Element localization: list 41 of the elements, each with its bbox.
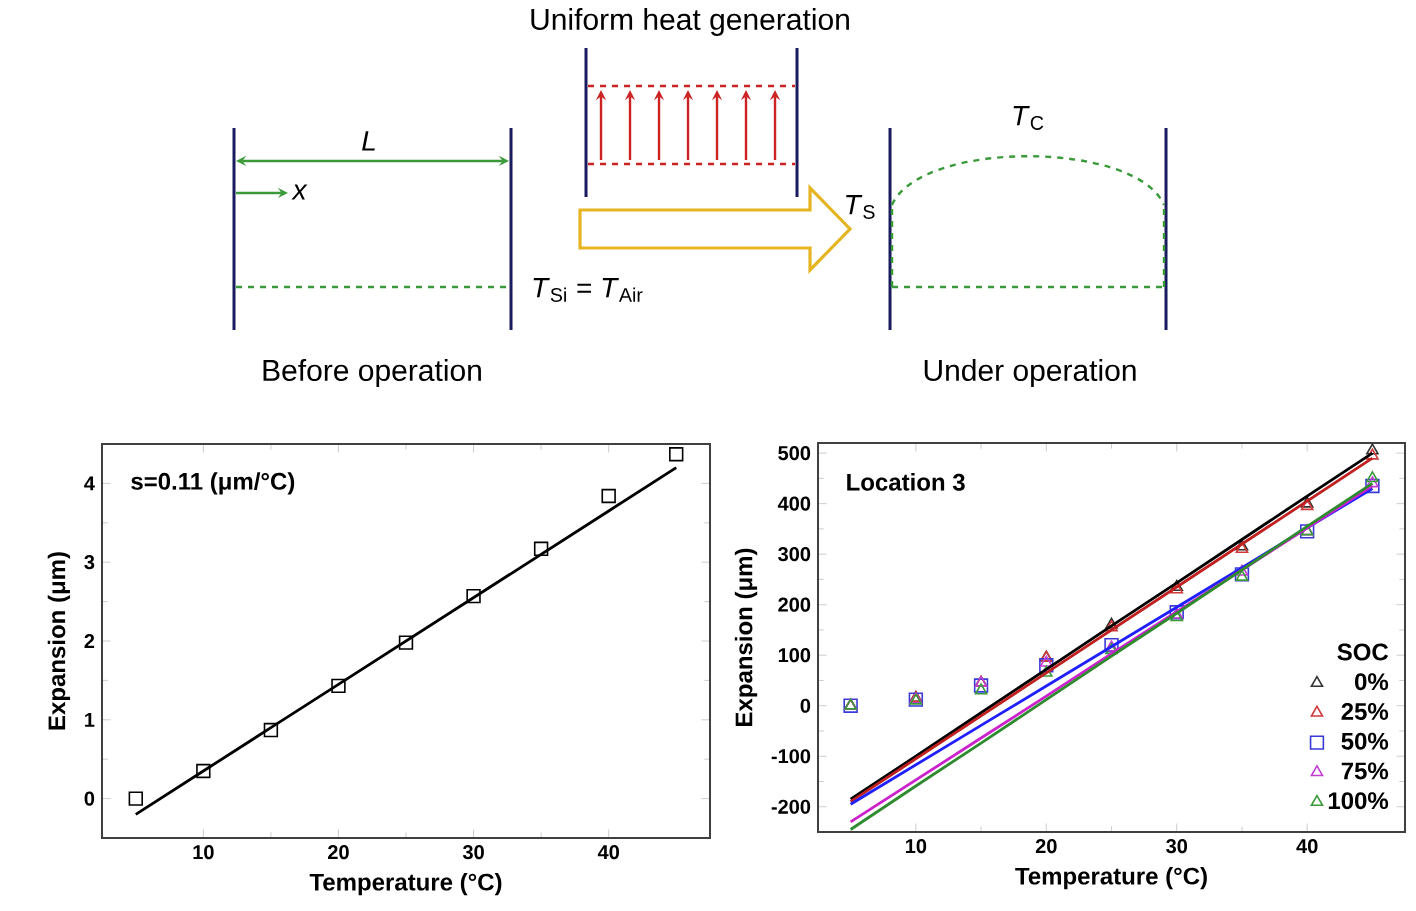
annotation: Location 3 <box>847 473 965 491</box>
legend-label: 100% <box>1328 792 1389 810</box>
y-tick-label: 400 <box>777 496 811 511</box>
text: T$_{C}$ <box>1013 106 1044 130</box>
y-tick-label: 0 <box>84 791 95 806</box>
y-tick-label: -200 <box>771 799 811 814</box>
x-axis-title: Temperature (°C) <box>309 873 502 896</box>
x-tick-label: 10 <box>905 839 927 854</box>
x-tick-label: 20 <box>328 845 349 860</box>
x-tick-label: 10 <box>193 845 214 860</box>
y-tick-label: 0 <box>800 698 811 713</box>
text: Before operation <box>263 359 481 387</box>
text: T$_{S}$ <box>846 195 875 219</box>
legend-label: 75% <box>1341 762 1389 780</box>
text: L <box>362 131 375 151</box>
x-axis-title: Temperature (°C) <box>1015 867 1207 890</box>
y-tick-label: 4 <box>84 476 95 491</box>
y-tick-label: 500 <box>778 446 811 461</box>
x-tick-label: 30 <box>462 845 484 860</box>
y-tick-label: 100 <box>778 648 811 663</box>
text: T$_{Si}$ = T$_{Air}$ <box>533 278 643 302</box>
y-axis-title: Expansion (μm) <box>47 552 71 730</box>
y-axis-title: Expansion (μm) <box>734 548 758 726</box>
y-tick-label: 300 <box>778 547 811 562</box>
y-tick-label: -100 <box>771 749 811 764</box>
y-tick-label: 2 <box>84 634 95 648</box>
legend-label: 50% <box>1341 732 1389 750</box>
text: x <box>291 184 308 200</box>
x-tick-label: 30 <box>1166 839 1188 854</box>
x-tick-label: 40 <box>597 845 619 860</box>
annotation: s=0.11 (μm/°C) <box>131 472 295 495</box>
text: Uniform heat generation <box>531 8 849 36</box>
legend-label: 25% <box>1341 702 1389 720</box>
legend-label: 0% <box>1355 673 1389 691</box>
text: Under operation <box>924 359 1136 387</box>
x-tick-label: 20 <box>1035 839 1057 854</box>
legend-title: SOC <box>1337 643 1389 661</box>
x-tick-label: 40 <box>1296 839 1318 854</box>
y-tick-label: 200 <box>778 597 811 612</box>
y-tick-label: 1 <box>85 712 95 727</box>
y-tick-label: 3 <box>84 555 95 570</box>
